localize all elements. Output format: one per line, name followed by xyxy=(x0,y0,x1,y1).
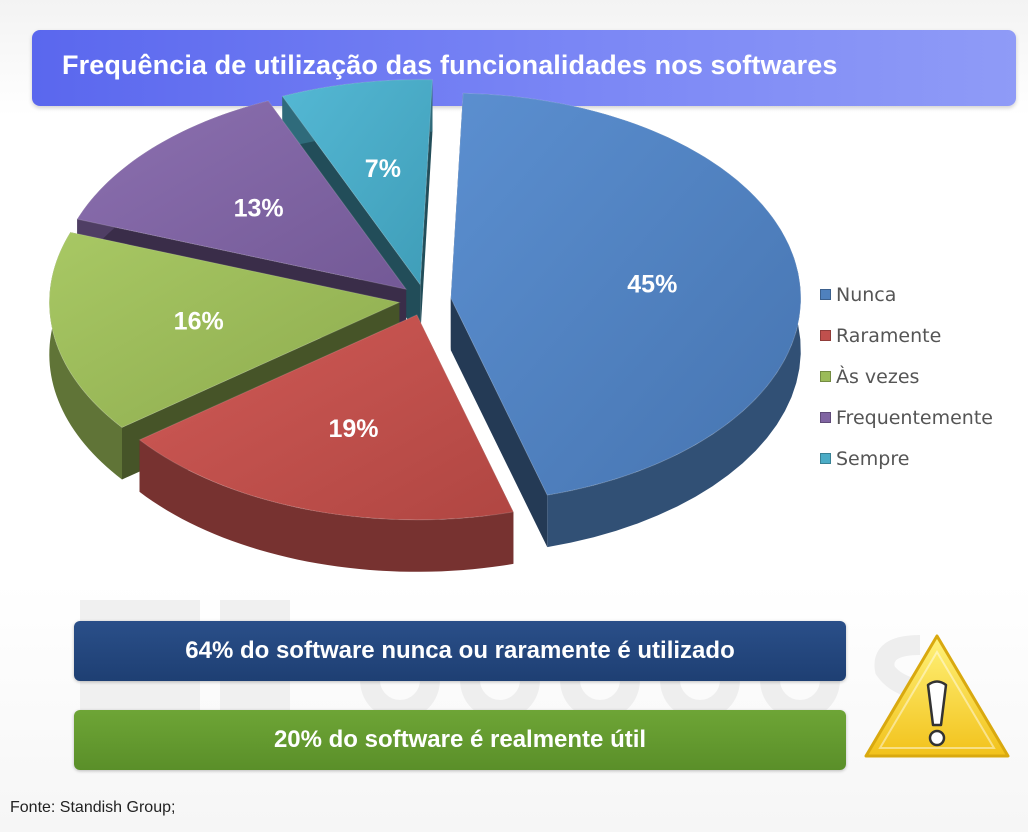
legend-label: Raramente xyxy=(836,324,942,347)
legend-swatch xyxy=(820,371,831,382)
banner-really-useful: 20% do software é realmente útil xyxy=(74,710,846,770)
legend-label: Às vezes xyxy=(836,365,920,388)
pie-data-label: 16% xyxy=(174,308,224,336)
legend-swatch xyxy=(820,412,831,423)
legend-item-as-vezes: Às vezes xyxy=(820,356,1020,397)
pie-slice-top xyxy=(48,231,401,429)
pie-data-label: 19% xyxy=(328,415,378,443)
pie-data-label: 7% xyxy=(365,155,401,183)
source-note: Fonte: Standish Group; xyxy=(10,799,176,816)
warning-triangle-icon xyxy=(864,634,1010,758)
pie-data-label: 45% xyxy=(627,271,677,299)
pie-slice-top xyxy=(450,92,802,496)
pie-slice-1 xyxy=(138,314,515,572)
legend-label: Sempre xyxy=(836,447,910,470)
legend-item-sempre: Sempre xyxy=(820,438,1020,479)
legend-swatch xyxy=(820,289,831,300)
pie-slice-side xyxy=(420,79,433,337)
title-bar xyxy=(32,30,1016,106)
chart-legend: Nunca Raramente Às vezes Frequentemente … xyxy=(820,274,1020,479)
legend-item-nunca: Nunca xyxy=(820,274,1020,315)
legend-swatch xyxy=(820,453,831,464)
legend-swatch xyxy=(820,330,831,341)
legend-label: Frequentemente xyxy=(836,406,993,429)
pie-slice-side xyxy=(450,298,548,548)
legend-label: Nunca xyxy=(836,283,897,306)
legend-item-raramente: Raramente xyxy=(820,315,1020,356)
page-title: Frequência de utilização das funcionalid… xyxy=(62,50,838,80)
pie-slice-wall xyxy=(139,439,514,572)
pie-slice-wall xyxy=(49,232,123,480)
legend-item-frequentemente: Frequentemente xyxy=(820,397,1020,438)
pie-slice-top xyxy=(281,79,433,287)
banner-rarely-used: 64% do software nunca ou raramente é uti… xyxy=(74,621,846,681)
pie-data-label: 13% xyxy=(234,195,284,223)
pie-slice-top xyxy=(138,314,515,521)
pie-slice-top xyxy=(76,100,408,291)
pie-slice-0 xyxy=(450,92,802,548)
